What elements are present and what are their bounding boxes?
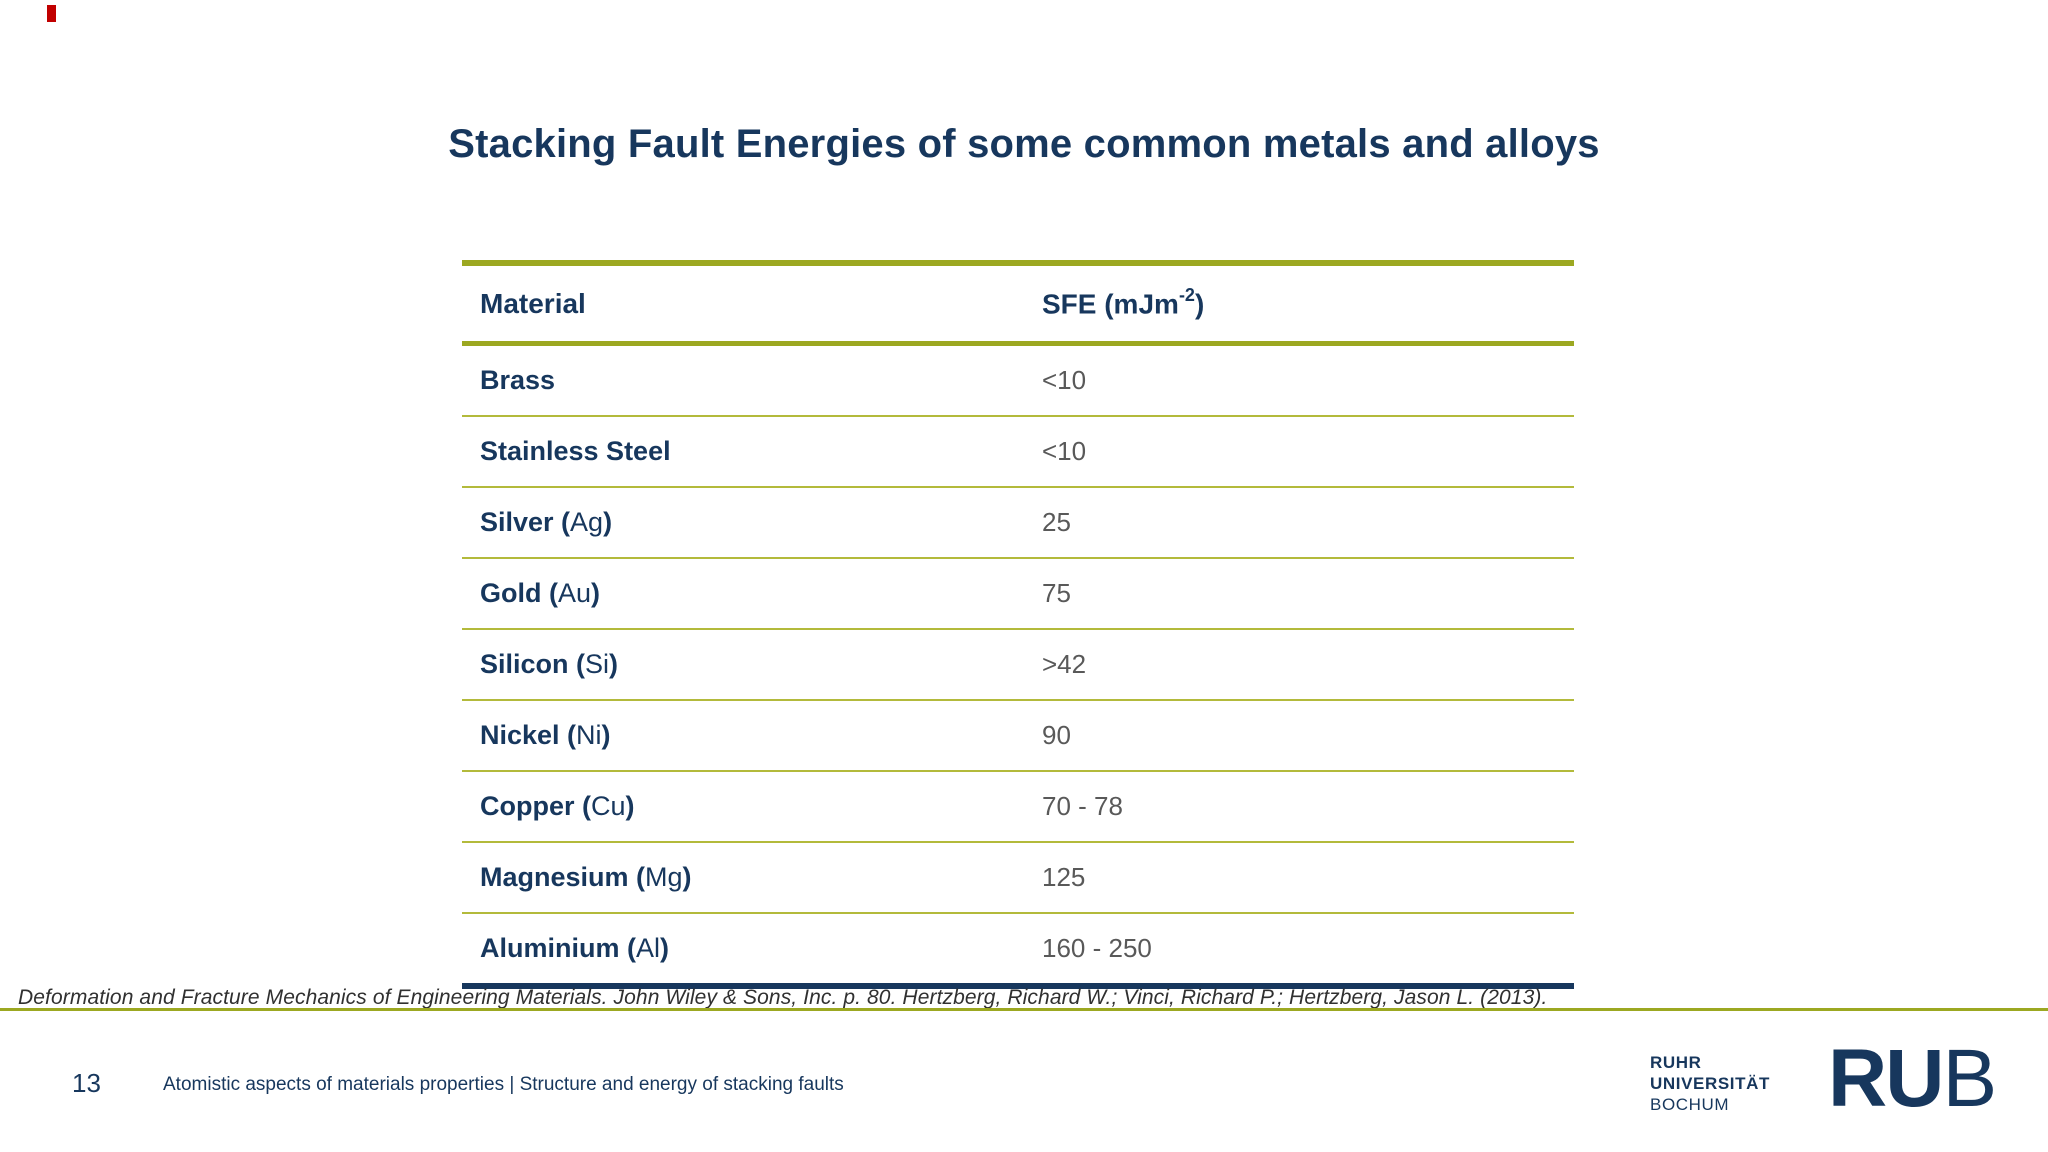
table-row: Nickel (Ni) 90	[462, 701, 1574, 772]
sfe-cell: <10	[1042, 365, 1087, 395]
table-row: Gold (Au) 75	[462, 559, 1574, 630]
table-row: Silver (Ag) 25	[462, 488, 1574, 559]
material-cell: Silicon (Si)	[480, 649, 619, 679]
footer-divider-line	[0, 1008, 2048, 1011]
sfe-cell: 125	[1042, 862, 1086, 892]
sfe-cell: 70 - 78	[1042, 791, 1123, 821]
rub-logo-b: B	[1942, 1033, 1997, 1124]
material-cell: Magnesium (Mg)	[480, 862, 692, 892]
logo-line-universitaet: UNIVERSITÄT	[1650, 1074, 1770, 1093]
page-number: 13	[72, 1068, 101, 1098]
table-row: Copper (Cu) 70 - 78	[462, 772, 1574, 843]
sfe-header-main: SFE (mJm	[1042, 288, 1179, 320]
sfe-cell: 90	[1042, 720, 1071, 750]
sfe-table: Material SFE (mJm-2) Brass <10 Stainless…	[462, 260, 1574, 989]
material-cell: Brass	[480, 365, 556, 395]
slide-title: Stacking Fault Energies of some common m…	[448, 122, 1600, 166]
table-header-row: Material SFE (mJm-2)	[462, 260, 1574, 346]
material-cell: Nickel (Ni)	[480, 720, 611, 750]
material-cell: Gold (Au)	[480, 578, 601, 608]
sfe-cell: >42	[1042, 649, 1087, 679]
reference-citation: Deformation and Fracture Mechanics of En…	[18, 986, 1548, 1009]
table-row: Aluminium (Al) 160 - 250	[462, 914, 1574, 989]
table-row: Magnesium (Mg) 125	[462, 843, 1574, 914]
red-corner-mark	[47, 5, 56, 22]
footer-text: Atomistic aspects of materials propertie…	[163, 1074, 844, 1095]
sfe-cell: 75	[1042, 578, 1071, 608]
university-name-block: RUHR UNIVERSITÄT BOCHUM	[1650, 1052, 1770, 1115]
sfe-header-close: )	[1194, 288, 1205, 320]
rub-logo: RUB	[1828, 1038, 1997, 1120]
table-body: Brass <10 Stainless Steel <10 Silver (Ag…	[462, 346, 1574, 989]
material-cell: Silver (Ag)	[480, 507, 613, 537]
logo-line-bochum: BOCHUM	[1650, 1095, 1730, 1114]
rub-logo-ru: RU	[1828, 1033, 1944, 1124]
sfe-column-header: SFE (mJm-2)	[1042, 284, 1574, 320]
material-cell: Aluminium (Al)	[480, 933, 670, 963]
sfe-header-superscript: -2	[1178, 284, 1195, 305]
table-row: Silicon (Si) >42	[462, 630, 1574, 701]
material-cell: Copper (Cu)	[480, 791, 635, 821]
sfe-cell: 25	[1042, 507, 1071, 537]
table-row: Brass <10	[462, 346, 1574, 417]
material-cell: Stainless Steel	[480, 436, 671, 466]
material-column-header: Material	[480, 287, 586, 319]
logo-line-ruhr: RUHR	[1650, 1053, 1702, 1072]
sfe-cell: <10	[1042, 436, 1087, 466]
table-row: Stainless Steel <10	[462, 417, 1574, 488]
sfe-cell: 160 - 250	[1042, 933, 1152, 963]
